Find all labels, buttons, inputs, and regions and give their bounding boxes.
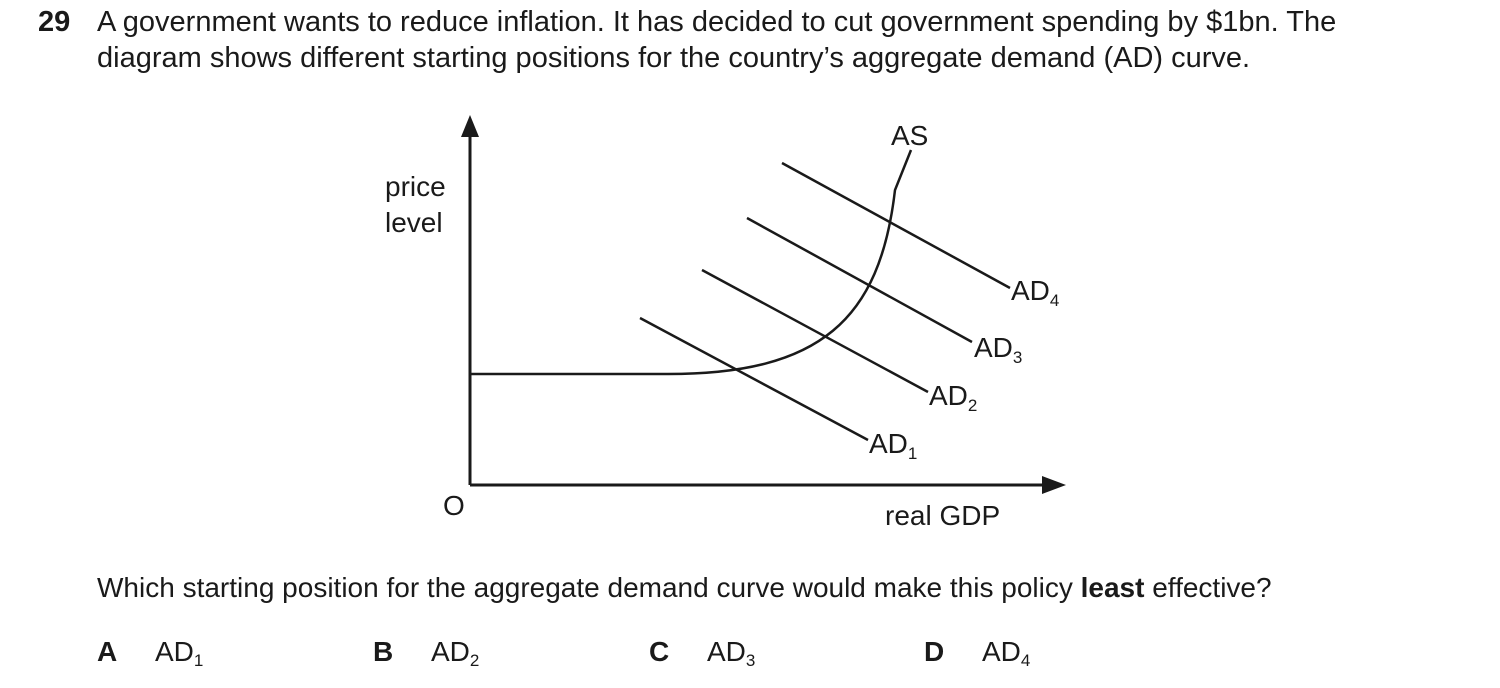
option-c-text: AD <box>707 636 746 667</box>
question-prompt: Which starting position for the aggregat… <box>97 572 1272 604</box>
option-d-key: D <box>924 636 945 667</box>
ad3-line <box>746 216 973 344</box>
as-curve <box>470 149 913 376</box>
y-axis-label-level: level <box>385 207 443 238</box>
option-a-key: A <box>97 636 118 667</box>
ad2-label: AD2 <box>929 380 977 415</box>
option-d[interactable]: D AD4 <box>924 636 1030 671</box>
option-b-text: AD <box>431 636 470 667</box>
question-number: 29 <box>38 6 71 38</box>
prompt-text-before: Which starting position for the aggregat… <box>97 572 1081 603</box>
option-a-sub: 1 <box>193 651 204 670</box>
origin-label: O <box>443 490 465 521</box>
x-axis-arrowhead <box>1042 476 1066 494</box>
ad3-label: AD3 <box>974 332 1022 367</box>
prompt-text-after: effective? <box>1144 572 1272 603</box>
option-a-text: AD <box>155 636 194 667</box>
ad4-label: AD4 <box>1011 275 1059 310</box>
option-b[interactable]: B AD2 <box>373 636 479 671</box>
option-b-key: B <box>373 636 394 667</box>
ad1-line <box>639 316 869 442</box>
option-a[interactable]: A AD1 <box>97 636 203 671</box>
option-d-text: AD <box>982 636 1021 667</box>
ad1-label: AD1 <box>869 428 917 463</box>
ad2-line <box>701 268 929 394</box>
prompt-emphasis: least <box>1080 572 1145 603</box>
option-c-sub: 3 <box>745 651 756 670</box>
x-axis-label: real GDP <box>885 500 1000 531</box>
option-c[interactable]: C AD3 <box>649 636 755 671</box>
as-label: AS <box>891 120 928 151</box>
question-text-line-2: diagram shows different starting positio… <box>97 42 1251 74</box>
option-b-sub: 2 <box>469 651 480 670</box>
question-text-line-1: A government wants to reduce inflation. … <box>97 6 1337 38</box>
ad4-line <box>781 161 1011 290</box>
y-axis-arrowhead <box>461 115 479 137</box>
option-c-key: C <box>649 636 670 667</box>
option-d-sub: 4 <box>1020 651 1031 670</box>
y-axis-label-price: price <box>385 171 446 202</box>
